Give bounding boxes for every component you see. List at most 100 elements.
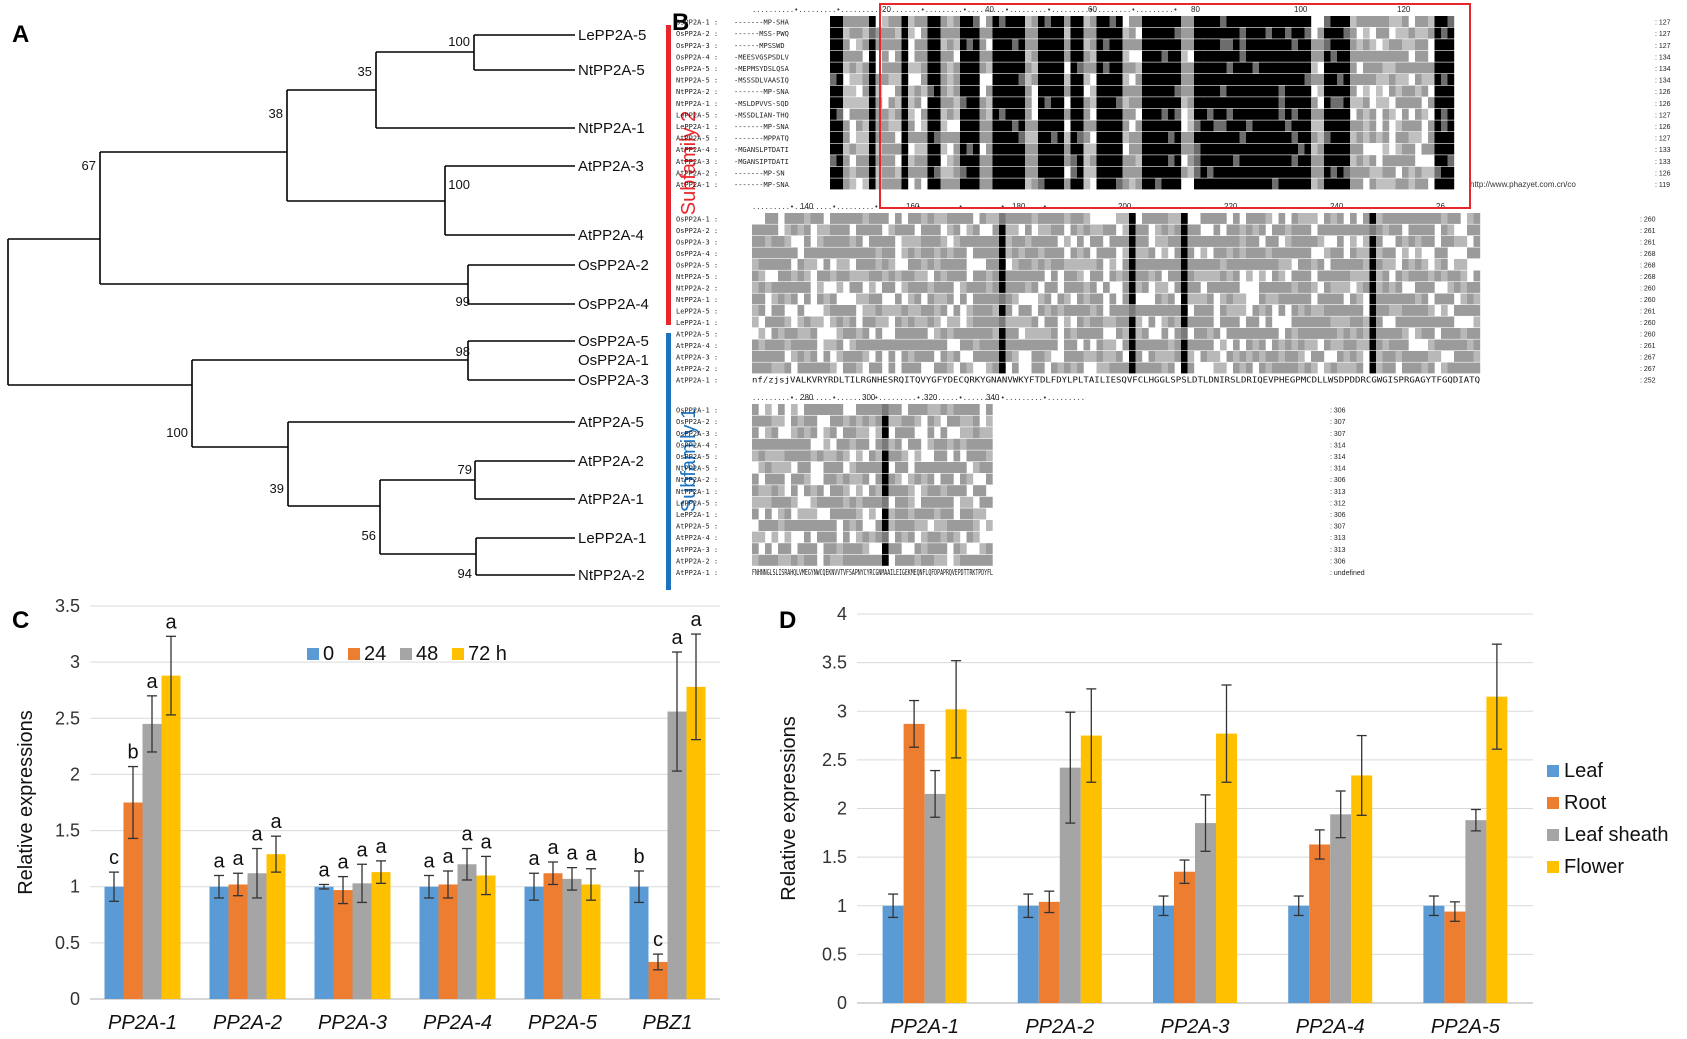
alignment-cell bbox=[1051, 74, 1058, 85]
alignment-cell bbox=[895, 473, 902, 485]
alignment-cell bbox=[1252, 16, 1260, 27]
alignment-cell bbox=[1181, 143, 1188, 155]
alignment-cell bbox=[875, 120, 883, 132]
alignment-cell bbox=[927, 247, 935, 259]
alignment-cell bbox=[1220, 178, 1227, 190]
alignment-cell bbox=[895, 270, 902, 282]
alignment-cell bbox=[895, 531, 902, 543]
alignment-cell bbox=[1168, 305, 1175, 316]
alignment-cell bbox=[1018, 166, 1026, 178]
alignment-cell bbox=[1376, 362, 1383, 374]
alignment-cell bbox=[934, 97, 941, 109]
alignment-cell bbox=[908, 415, 915, 427]
alignment-cell bbox=[830, 531, 837, 543]
alignment-cell bbox=[843, 224, 850, 236]
alignment-cell bbox=[1005, 50, 1013, 62]
alignment-cell bbox=[1174, 351, 1182, 362]
alignment-cell bbox=[1200, 39, 1208, 51]
alignment-cell bbox=[1142, 259, 1149, 270]
alignment-cell bbox=[895, 485, 902, 497]
alignment-cell bbox=[1421, 213, 1429, 224]
alignment-cell bbox=[1005, 16, 1013, 27]
alignment-cell bbox=[1311, 97, 1318, 109]
alignment-cell bbox=[1233, 259, 1240, 270]
alignment-cell bbox=[1207, 339, 1214, 351]
alignment-cell bbox=[934, 166, 941, 178]
alignment-cell bbox=[934, 339, 941, 351]
alignment-cell bbox=[1051, 143, 1058, 155]
alignment-cell bbox=[888, 415, 896, 427]
alignment-cell bbox=[804, 485, 811, 497]
alignment-cell bbox=[1441, 247, 1448, 259]
alignment-cell bbox=[927, 120, 935, 132]
alignment-cell bbox=[927, 62, 935, 74]
alignment-cell bbox=[804, 427, 811, 439]
alignment-cell bbox=[830, 74, 837, 85]
alignment-cell bbox=[992, 293, 1000, 305]
alignment-cell bbox=[992, 316, 1000, 328]
alignment-cell bbox=[1454, 270, 1461, 282]
alignment-cell bbox=[914, 178, 922, 190]
alignment-cell bbox=[1181, 62, 1188, 74]
alignment-cell bbox=[882, 132, 889, 143]
alignment-cell bbox=[1324, 224, 1331, 236]
alignment-cell bbox=[1246, 74, 1253, 85]
alignment-cell bbox=[1402, 339, 1409, 351]
alignment-cell bbox=[914, 259, 922, 270]
alignment-cell bbox=[927, 496, 935, 508]
alignment-cell bbox=[752, 404, 759, 415]
alignment-cell bbox=[914, 282, 922, 293]
alignment-cell bbox=[966, 97, 974, 109]
alignment-cell bbox=[856, 531, 863, 543]
alignment-cell bbox=[1239, 108, 1247, 120]
alignment-cell bbox=[1057, 85, 1065, 97]
alignment-cell bbox=[1070, 224, 1078, 236]
alignment-cell bbox=[1226, 85, 1234, 97]
alignment-cell bbox=[1044, 108, 1052, 120]
sequence-name: AtPP2A-3 : bbox=[676, 158, 718, 166]
alignment-cell bbox=[1343, 270, 1351, 282]
sequence-name: OsPP2A-5 : bbox=[676, 262, 718, 270]
legend-swatch bbox=[348, 648, 360, 660]
alignment-cell bbox=[1044, 259, 1052, 270]
alignment-cell bbox=[830, 120, 837, 132]
alignment-cell bbox=[1207, 259, 1214, 270]
alignment-cell bbox=[836, 166, 844, 178]
alignment-cell bbox=[1051, 236, 1058, 247]
alignment-cell bbox=[1148, 74, 1156, 85]
alignment-cell bbox=[1122, 305, 1130, 316]
alignment-cell bbox=[843, 450, 850, 462]
alignment-cell bbox=[1051, 132, 1058, 143]
alignment-cell bbox=[895, 143, 902, 155]
leaf-label: LePP2A-1 bbox=[578, 530, 646, 547]
alignment-cell bbox=[1012, 108, 1019, 120]
sequence-name: AtPP2A-2 : bbox=[676, 365, 718, 373]
alignment-cell bbox=[979, 282, 987, 293]
alignment-cell bbox=[1356, 270, 1364, 282]
alignment-cell bbox=[856, 236, 863, 247]
alignment-cell bbox=[1441, 328, 1448, 339]
alignment-cell bbox=[1135, 132, 1143, 143]
alignment-cell bbox=[1285, 108, 1292, 120]
alignment-cell bbox=[953, 531, 961, 543]
alignment-cell bbox=[849, 438, 857, 450]
alignment-cell bbox=[934, 450, 941, 462]
alignment-cell bbox=[1038, 328, 1045, 339]
alignment-cell bbox=[1096, 74, 1104, 85]
alignment-cell bbox=[856, 462, 863, 473]
alignment-cell bbox=[1025, 120, 1032, 132]
alignment-cell bbox=[1226, 305, 1234, 316]
alignment-cell bbox=[1330, 328, 1338, 339]
panel-label-a: A bbox=[12, 21, 29, 48]
alignment-cell bbox=[1200, 247, 1208, 259]
alignment-cell bbox=[940, 39, 948, 51]
alignment-cell bbox=[1382, 50, 1390, 62]
alignment-cell bbox=[1044, 39, 1052, 51]
alignment-cell bbox=[1246, 270, 1253, 282]
alignment-cell bbox=[979, 554, 987, 566]
alignment-cell bbox=[1291, 108, 1299, 120]
alignment-cell bbox=[1415, 97, 1422, 109]
alignment-cell bbox=[1044, 282, 1052, 293]
alignment-cell bbox=[1096, 108, 1104, 120]
alignment-cell bbox=[960, 438, 967, 450]
